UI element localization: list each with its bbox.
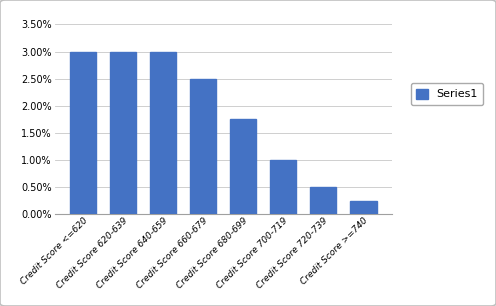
Bar xyxy=(110,52,136,214)
Bar xyxy=(150,52,176,214)
Bar xyxy=(351,201,376,214)
Bar xyxy=(310,187,336,214)
Bar xyxy=(270,160,296,214)
Bar xyxy=(70,52,96,214)
Legend: Series1: Series1 xyxy=(411,83,484,105)
Bar xyxy=(190,79,216,214)
Bar xyxy=(230,119,256,214)
